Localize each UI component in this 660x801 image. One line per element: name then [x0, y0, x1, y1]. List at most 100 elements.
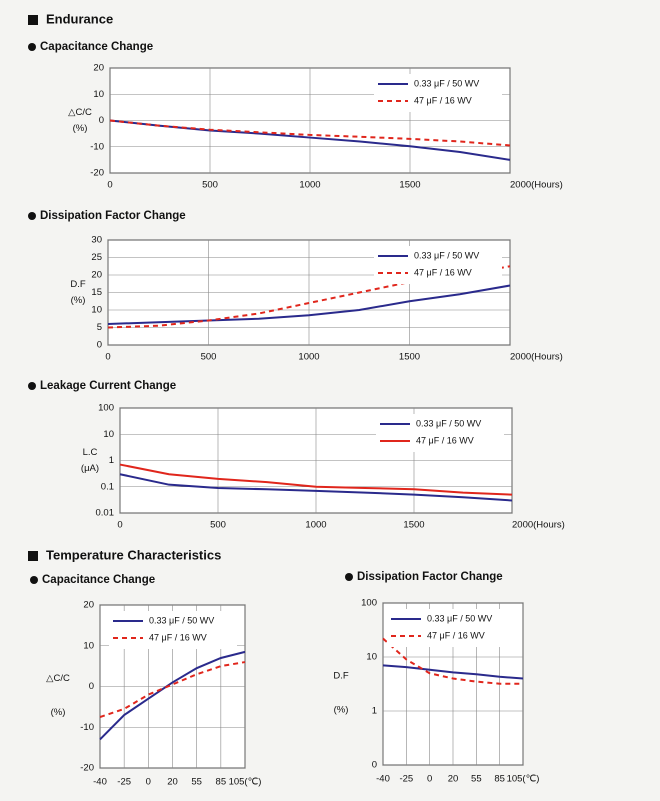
chart-bullet: [28, 382, 36, 390]
x-tick-label: 55: [191, 777, 202, 788]
legend-box: [109, 611, 237, 649]
x-tick-label: 500: [202, 180, 218, 191]
series-line: [382, 637, 523, 685]
legend-box: [374, 74, 502, 112]
section-title: Temperature Characteristics: [46, 547, 221, 562]
x-tick-label: 2000(Hours): [512, 520, 565, 531]
x-tick-label: 85: [494, 774, 505, 785]
chart-bullet: [30, 576, 38, 584]
series-line: [99, 650, 246, 741]
legend-label: 0.33 μF / 50 WV: [149, 615, 214, 625]
y-axis-label: (%): [73, 123, 88, 134]
y-tick-label: -10: [90, 141, 104, 152]
section-title: Endurance: [46, 11, 113, 26]
x-tick-label: 500: [201, 352, 217, 363]
series-line: [382, 664, 524, 680]
x-tick-label: 2000(Hours): [510, 180, 563, 191]
x-tick-label: 0: [107, 180, 112, 191]
legend-label: 0.33 μF / 50 WV: [427, 613, 492, 623]
x-tick-label: 20: [167, 777, 178, 788]
x-tick-label: 1500: [399, 180, 420, 191]
chart-bullet: [28, 43, 36, 51]
x-tick-label: 0: [146, 777, 151, 788]
y-tick-label: 10: [103, 429, 114, 440]
x-tick-label: -25: [117, 777, 131, 788]
series-line: [119, 473, 513, 502]
chart-title: Leakage Current Change: [40, 380, 176, 392]
series-line: [119, 463, 513, 496]
x-tick-label: 0: [427, 774, 432, 785]
section-bullet: [28, 15, 38, 25]
y-tick-label: 0: [372, 760, 377, 771]
y-tick-label: 0: [97, 340, 102, 351]
chart-bullet: [28, 212, 36, 220]
y-axis-label: (%): [51, 707, 66, 718]
x-tick-label: 1000: [299, 180, 320, 191]
y-tick-label: 20: [83, 600, 94, 611]
series-line: [107, 265, 511, 329]
series-line: [107, 284, 511, 325]
y-tick-label: 1: [109, 455, 114, 466]
legend-label: 47 μF / 16 WV: [427, 630, 485, 640]
chart-title: Capacitance Change: [40, 41, 153, 53]
x-tick-label: 55: [471, 774, 482, 785]
y-axis-label: (%): [334, 705, 349, 716]
y-axis-label: △C/C: [46, 673, 70, 684]
x-tick-label: -25: [399, 774, 413, 785]
y-tick-label: 30: [91, 235, 102, 246]
x-tick-label: 105(℃): [229, 777, 262, 788]
y-tick-label: -10: [80, 722, 94, 733]
x-tick-label: 20: [448, 774, 459, 785]
y-tick-label: 0.1: [101, 481, 114, 492]
y-axis-label: L.C: [83, 447, 98, 458]
x-tick-label: 1000: [298, 352, 319, 363]
y-tick-label: 25: [91, 252, 102, 263]
y-tick-label: 10: [366, 652, 377, 663]
y-axis-label: (μA): [81, 463, 99, 474]
legend-box: [387, 609, 515, 647]
x-tick-label: 500: [210, 520, 226, 531]
y-axis-label: (%): [71, 295, 86, 306]
x-tick-label: -40: [376, 774, 390, 785]
legend-label: 47 μF / 16 WV: [414, 95, 472, 105]
legend-label: 0.33 μF / 50 WV: [416, 418, 481, 428]
chart-title: Dissipation Factor Change: [40, 210, 186, 222]
x-tick-label: 85: [216, 777, 227, 788]
chart-bullet: [345, 573, 353, 581]
x-tick-label: 1500: [399, 352, 420, 363]
y-tick-label: 0: [99, 115, 104, 126]
y-tick-label: 10: [91, 305, 102, 316]
x-tick-label: 1000: [305, 520, 326, 531]
x-tick-label: 0: [105, 352, 110, 363]
chart-title: Capacitance Change: [42, 574, 155, 586]
x-tick-label: 0: [117, 520, 122, 531]
y-tick-label: -20: [80, 763, 94, 774]
legend-box: [374, 246, 502, 284]
y-tick-label: 100: [98, 403, 114, 414]
x-tick-label: 1500: [403, 520, 424, 531]
y-tick-label: 15: [91, 287, 102, 298]
chart-title: Dissipation Factor Change: [357, 571, 503, 583]
x-tick-label: -40: [93, 777, 107, 788]
y-tick-label: 10: [83, 640, 94, 651]
legend-box: [376, 414, 504, 452]
y-tick-label: 10: [93, 89, 104, 100]
x-tick-label: 2000(Hours): [510, 352, 563, 363]
y-tick-label: -20: [90, 168, 104, 179]
legend-label: 47 μF / 16 WV: [414, 267, 472, 277]
section-bullet: [28, 551, 38, 561]
y-tick-label: 0: [89, 681, 94, 692]
legend-label: 47 μF / 16 WV: [149, 632, 207, 642]
y-tick-label: 5: [97, 322, 102, 333]
legend-label: 0.33 μF / 50 WV: [414, 250, 479, 260]
y-tick-label: 20: [93, 63, 104, 74]
y-axis-label: D.F: [70, 279, 86, 290]
y-axis-label: △C/C: [68, 107, 92, 118]
y-tick-label: 1: [372, 706, 377, 717]
y-tick-label: 100: [361, 598, 377, 609]
y-axis-label: D.F: [333, 671, 349, 682]
legend-label: 0.33 μF / 50 WV: [414, 78, 479, 88]
x-tick-label: 105(℃): [507, 774, 540, 785]
